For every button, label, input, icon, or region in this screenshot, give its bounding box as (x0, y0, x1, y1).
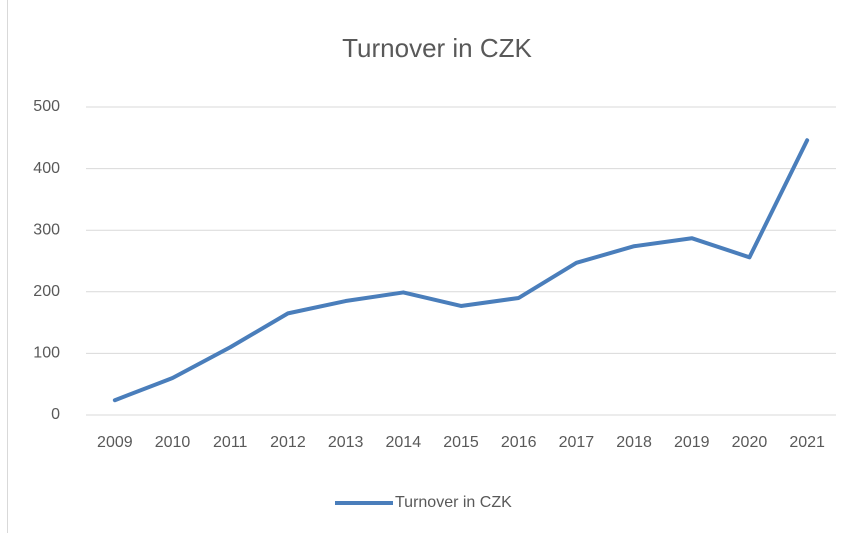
x-tick-label: 2013 (328, 434, 364, 451)
legend-label: Turnover in CZK (395, 494, 512, 511)
line-series (112, 138, 810, 403)
x-tick-label: 2011 (213, 434, 248, 451)
x-tick-label: 2015 (443, 434, 479, 451)
y-tick-label: 500 (33, 98, 60, 115)
x-tick-label: 2017 (559, 434, 595, 451)
y-tick-label: 300 (33, 221, 60, 238)
x-tick-label: 2014 (386, 434, 422, 451)
chart-frame (7, 0, 859, 533)
y-tick-label: 400 (33, 160, 60, 177)
x-tick-label: 2021 (789, 434, 825, 451)
chart-title: Turnover in CZK (342, 33, 532, 63)
x-tick-label: 2018 (616, 434, 652, 451)
x-tick-label: 2012 (270, 434, 306, 451)
x-tick-label: 2010 (155, 434, 191, 451)
x-tick-label: 2019 (674, 434, 710, 451)
x-tick-label: 2016 (501, 434, 537, 451)
y-tick-label: 0 (51, 406, 60, 423)
y-tick-label: 100 (33, 345, 60, 362)
x-tick-label: 2020 (732, 434, 768, 451)
y-tick-label: 200 (33, 283, 60, 300)
x-tick-label: 2009 (97, 434, 133, 451)
